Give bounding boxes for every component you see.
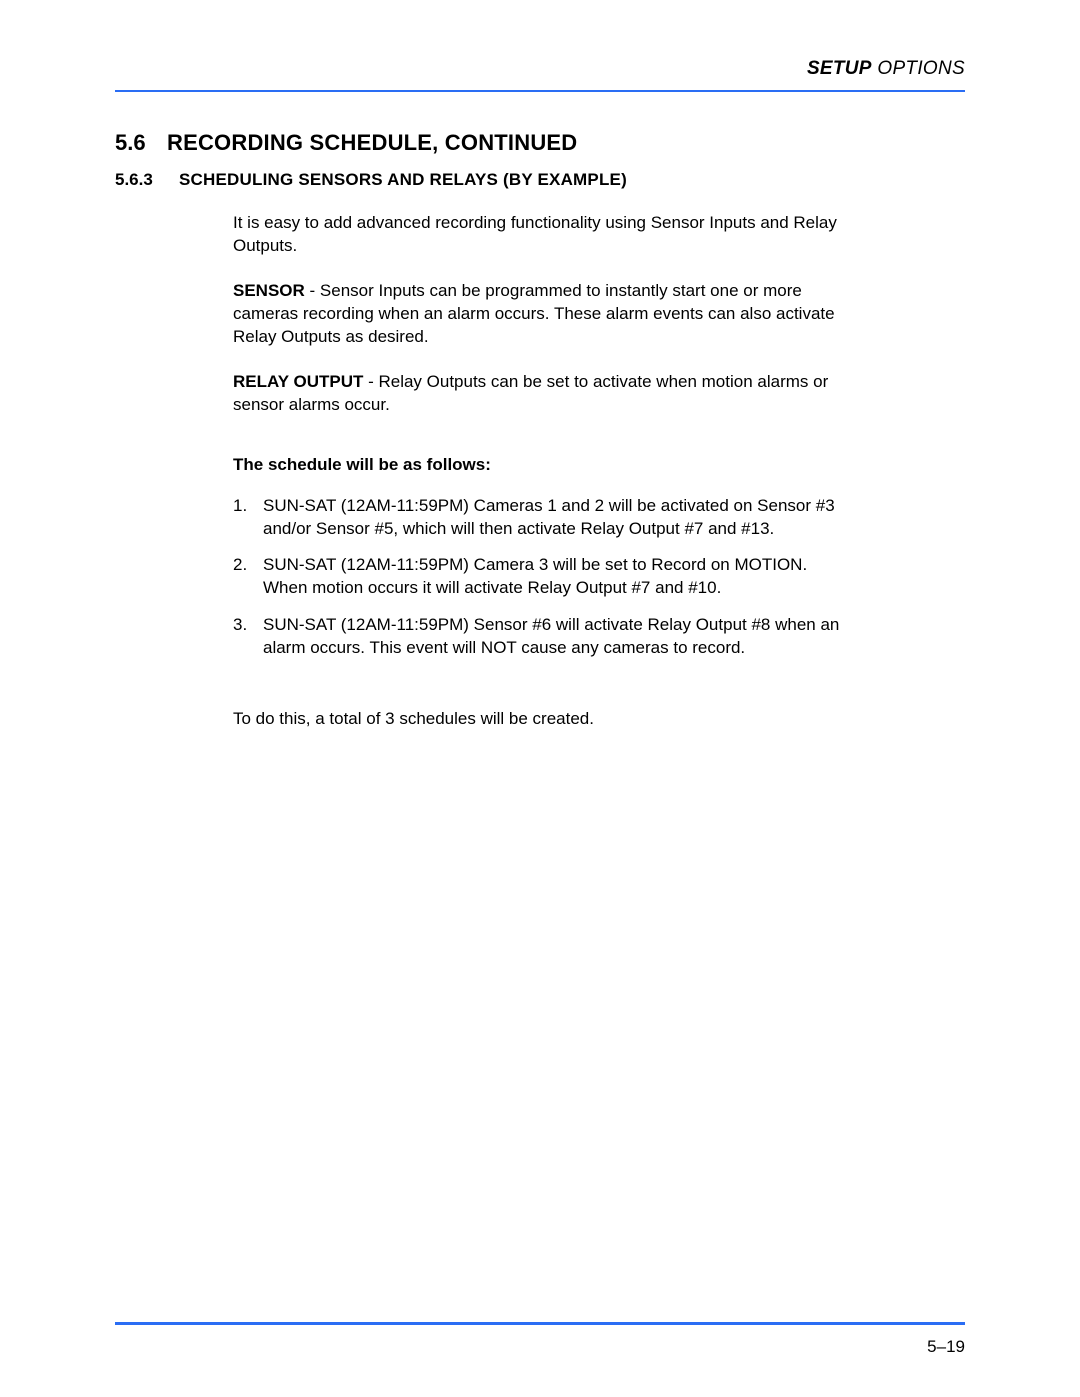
- subsection-title: SCHEDULING SENSORS AND RELAYS (BY EXAMPL…: [179, 170, 627, 190]
- list-number: 2.: [233, 554, 263, 600]
- subsection-heading: 5.6.3 SCHEDULING SENSORS AND RELAYS (BY …: [115, 170, 965, 190]
- list-item: 2. SUN-SAT (12AM-11:59PM) Camera 3 will …: [233, 554, 853, 600]
- list-text: SUN-SAT (12AM-11:59PM) Cameras 1 and 2 w…: [263, 495, 853, 541]
- relay-paragraph: RELAY OUTPUT - Relay Outputs can be set …: [233, 371, 853, 417]
- schedule-subheading: The schedule will be as follows:: [233, 455, 853, 475]
- sensor-lead: SENSOR: [233, 281, 305, 300]
- document-page: SETUP OPTIONS 5.6 RECORDING SCHEDULE, CO…: [0, 0, 1080, 1397]
- page-number: 5–19: [927, 1337, 965, 1357]
- section-title: RECORDING SCHEDULE, CONTINUED: [167, 130, 577, 156]
- header-normal: OPTIONS: [872, 58, 965, 79]
- sensor-rest: - Sensor Inputs can be programmed to ins…: [233, 281, 835, 346]
- sensor-paragraph: SENSOR - Sensor Inputs can be programmed…: [233, 280, 853, 349]
- schedule-list: 1. SUN-SAT (12AM-11:59PM) Cameras 1 and …: [233, 495, 853, 661]
- list-text: SUN-SAT (12AM-11:59PM) Sensor #6 will ac…: [263, 614, 853, 660]
- subsection-number: 5.6.3: [115, 170, 179, 190]
- list-item: 1. SUN-SAT (12AM-11:59PM) Cameras 1 and …: [233, 495, 853, 541]
- list-number: 3.: [233, 614, 263, 660]
- list-item: 3. SUN-SAT (12AM-11:59PM) Sensor #6 will…: [233, 614, 853, 660]
- list-number: 1.: [233, 495, 263, 541]
- top-horizontal-rule: [115, 90, 965, 92]
- running-header: SETUP OPTIONS: [115, 58, 965, 80]
- section-number: 5.6: [115, 130, 167, 156]
- section-heading: 5.6 RECORDING SCHEDULE, CONTINUED: [115, 130, 965, 156]
- intro-paragraph: It is easy to add advanced recording fun…: [233, 212, 853, 258]
- relay-lead: RELAY OUTPUT: [233, 372, 363, 391]
- closing-paragraph: To do this, a total of 3 schedules will …: [233, 708, 853, 731]
- list-text: SUN-SAT (12AM-11:59PM) Camera 3 will be …: [263, 554, 853, 600]
- header-bold: SETUP: [807, 58, 872, 79]
- body-content: It is easy to add advanced recording fun…: [233, 212, 853, 731]
- bottom-horizontal-rule: [115, 1322, 965, 1325]
